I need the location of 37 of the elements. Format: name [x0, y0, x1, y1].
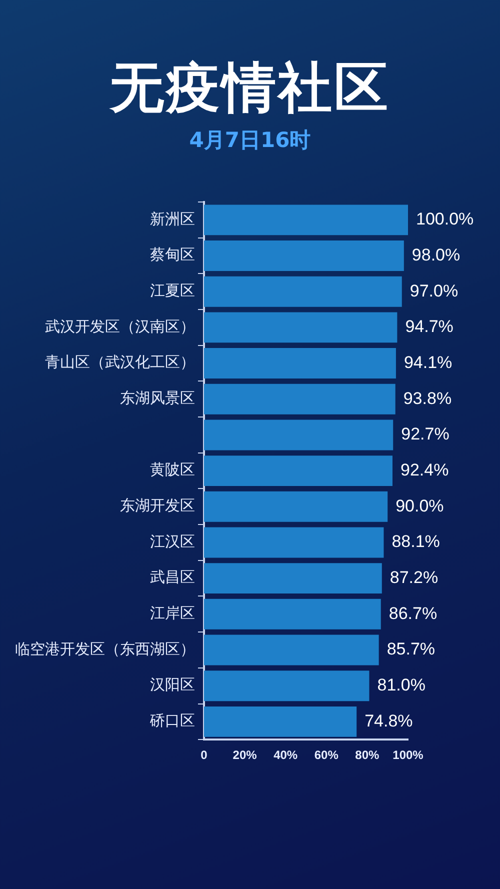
data-label: 98.0% — [412, 245, 460, 264]
y-tick-label: 江夏区 — [150, 281, 195, 300]
data-label: 90.0% — [396, 496, 444, 516]
data-label: 81.0% — [377, 676, 426, 695]
data-label: 88.1% — [392, 532, 440, 552]
y-tick-label: 新洲区 — [150, 210, 195, 228]
chart-subtitle: 4月7日16时 — [188, 127, 312, 154]
x-tick-label: 80% — [355, 748, 380, 762]
data-label: 74.8% — [364, 711, 413, 730]
data-label: 87.2% — [390, 568, 438, 588]
chart-title: 无疫情社区 — [108, 55, 391, 121]
y-tick-label: 武汉开发区（汉南区） — [45, 317, 195, 336]
data-label: 92.4% — [400, 460, 449, 480]
y-tick-label: 东湖开发区 — [120, 496, 195, 515]
y-tick-label: 武昌区 — [150, 568, 195, 586]
y-tick-label: 临空港开发区（东西湖区） — [15, 640, 195, 658]
data-label: 100.0% — [416, 210, 474, 229]
y-tick-label: 江汉区 — [150, 532, 195, 550]
y-tick-label: 青山区（武汉化工区） — [45, 353, 195, 372]
y-tick-label: 汉阳区 — [150, 676, 195, 694]
x-tick-label: 60% — [314, 748, 339, 762]
y-tick-label: 东湖风景区 — [120, 389, 195, 408]
y-tick-label: 江岸区 — [150, 604, 195, 622]
x-tick-label: 100% — [392, 748, 424, 762]
y-tick-label: 硚口区 — [149, 712, 195, 730]
x-tick-label: 20% — [232, 748, 258, 762]
data-label: 93.8% — [403, 388, 452, 408]
data-label: 86.7% — [388, 604, 438, 623]
data-label: 94.1% — [404, 352, 452, 372]
y-tick-label: 蔡甸区 — [150, 246, 195, 264]
x-tick-label: 40% — [274, 748, 298, 762]
data-label: 92.7% — [401, 424, 450, 444]
y-tick-label: 黄陂区 — [150, 460, 195, 479]
data-label: 85.7% — [386, 640, 436, 659]
data-label: 94.7% — [405, 317, 454, 336]
x-tick-label: 0 — [200, 748, 208, 762]
data-label: 97.0% — [410, 281, 458, 300]
